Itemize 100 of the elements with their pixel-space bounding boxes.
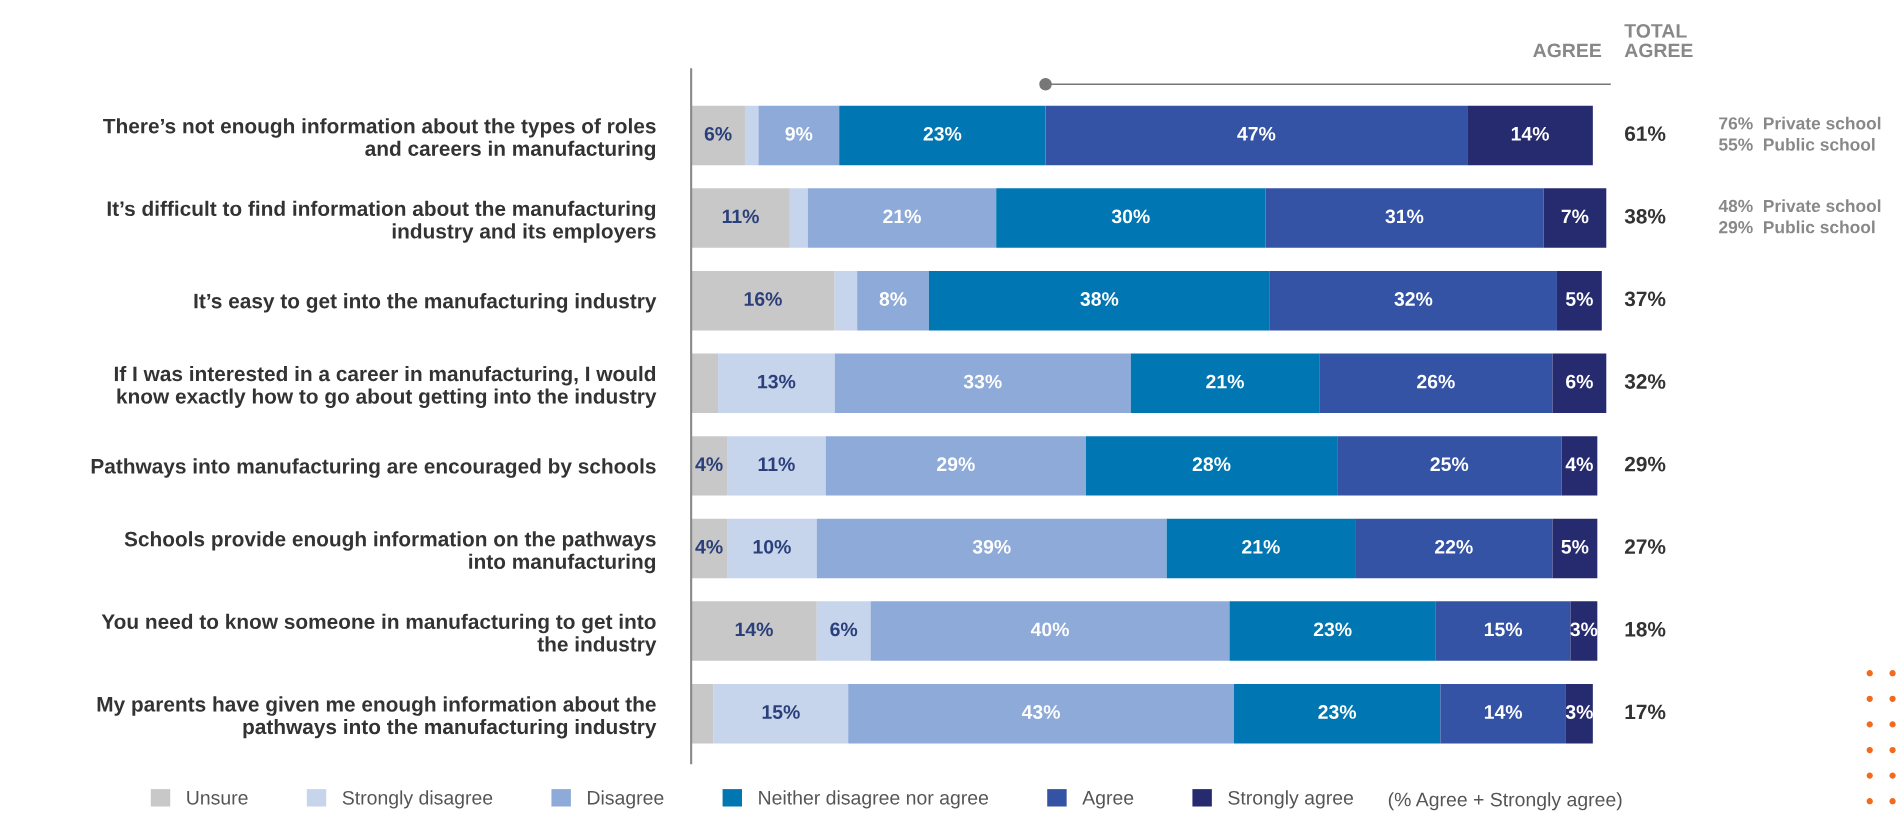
data-label: 15% xyxy=(1484,622,1523,637)
bar xyxy=(825,436,1086,496)
data-label: 38% xyxy=(1080,292,1119,306)
text: 17% xyxy=(1625,704,1666,720)
legend-label: Disagree xyxy=(588,790,664,809)
data-label: 15% xyxy=(762,705,800,719)
data-label: 8% xyxy=(879,292,907,306)
data-label: 28% xyxy=(1192,457,1231,472)
legend-label: Unsure xyxy=(187,791,248,805)
bar xyxy=(1130,353,1320,413)
data-label: 6% xyxy=(704,126,732,141)
y-tick-label: There’s not enough information about the types of roles and careers in manufacturing xyxy=(103,118,656,161)
text: 38% xyxy=(1624,208,1666,224)
data-label: 16% xyxy=(744,292,782,306)
y-tick-label: Pathways into manufacturing are encouraged by schools xyxy=(91,458,656,478)
y-tick-label: My parents have given me enough information about the pathways into the manufacturing industry xyxy=(97,696,657,739)
data-label: 4% xyxy=(1565,457,1593,472)
bar xyxy=(839,105,1046,166)
y-tick-label: If I was interested in a career in manufacturing, I would know exactly how to go about getting into the industry xyxy=(114,365,657,408)
data-label: 21% xyxy=(883,209,921,224)
y-tick-label: Schools provide enough information on the pathways into manufacturing xyxy=(124,531,656,574)
bar xyxy=(996,188,1266,248)
bar xyxy=(789,188,808,248)
data-label: 23% xyxy=(923,126,962,141)
bar xyxy=(1552,353,1607,413)
bar xyxy=(718,353,835,413)
bar xyxy=(1440,683,1566,744)
bar xyxy=(816,601,871,661)
bar xyxy=(1467,105,1593,166)
bar xyxy=(816,518,1167,579)
legend-label: Strongly agree xyxy=(1228,790,1354,809)
text: TOTAL AGREE xyxy=(1624,23,1693,58)
bar xyxy=(1337,436,1562,496)
text: 32% xyxy=(1624,374,1666,389)
data-label: 43% xyxy=(1021,705,1061,719)
bar xyxy=(848,683,1234,744)
bar xyxy=(1543,188,1607,248)
bar xyxy=(1269,270,1557,331)
bar xyxy=(1045,105,1468,166)
data-label: 29% xyxy=(937,457,975,472)
data-label: 31% xyxy=(1385,209,1424,224)
bar xyxy=(1355,518,1553,579)
data-label: 21% xyxy=(1206,374,1244,389)
bar xyxy=(691,353,719,413)
text: 37% xyxy=(1624,291,1666,307)
text: 61% xyxy=(1625,126,1666,142)
data-label: 21% xyxy=(1242,539,1280,554)
bar xyxy=(691,683,714,744)
data-label: 47% xyxy=(1237,126,1276,141)
legend-label: Neither disagree nor agree xyxy=(759,790,989,809)
data-label: 6% xyxy=(830,622,858,637)
data-label: 13% xyxy=(758,374,796,389)
bar xyxy=(727,436,826,496)
data-label: 14% xyxy=(1511,126,1549,141)
data-label: 33% xyxy=(963,374,1002,389)
data-label: 6% xyxy=(1566,374,1593,389)
text: 29% xyxy=(1624,456,1666,472)
data-label: 14% xyxy=(735,622,773,637)
bar xyxy=(691,270,835,331)
data-label: 23% xyxy=(1318,705,1357,719)
bar xyxy=(691,105,745,166)
text: (% Agree + Strongly agree) xyxy=(1388,792,1622,811)
bar xyxy=(1233,683,1441,744)
data-label: 23% xyxy=(1313,622,1352,637)
data-label: 5% xyxy=(1561,539,1589,554)
bar xyxy=(1552,518,1598,579)
bar xyxy=(1556,270,1602,331)
legend-label: Strongly disagree xyxy=(342,790,493,809)
text: 27% xyxy=(1624,539,1666,555)
legend-label: Agree xyxy=(1082,791,1134,809)
data-label: 11% xyxy=(722,209,759,224)
data-label: 4% xyxy=(695,539,723,554)
data-label: 10% xyxy=(753,539,791,554)
bar xyxy=(857,270,929,331)
data-label: 5% xyxy=(1565,292,1593,306)
data-label: 26% xyxy=(1417,374,1455,389)
bar xyxy=(807,188,997,248)
bar xyxy=(1319,353,1553,413)
text: 18% xyxy=(1625,621,1666,637)
data-label: 14% xyxy=(1484,705,1523,719)
data-label: 11% xyxy=(758,457,795,472)
bar xyxy=(1166,518,1356,579)
data-label: 25% xyxy=(1430,457,1469,472)
bar xyxy=(713,683,849,744)
data-label: 3% xyxy=(1565,705,1593,719)
data-label: 4% xyxy=(695,457,723,472)
bar xyxy=(1561,436,1598,496)
bar xyxy=(691,436,728,496)
bar xyxy=(834,353,1131,413)
bar xyxy=(1229,601,1436,661)
bar xyxy=(758,105,840,166)
y-tick-label: It’s easy to get into the manufacturing industry xyxy=(194,293,657,313)
data-label: 32% xyxy=(1394,292,1433,306)
bar xyxy=(744,105,759,166)
data-label: 30% xyxy=(1111,209,1150,224)
data-label: 7% xyxy=(1561,209,1589,224)
bar xyxy=(1265,188,1544,248)
bar xyxy=(691,601,817,661)
bar xyxy=(928,270,1270,331)
bar xyxy=(834,270,858,331)
